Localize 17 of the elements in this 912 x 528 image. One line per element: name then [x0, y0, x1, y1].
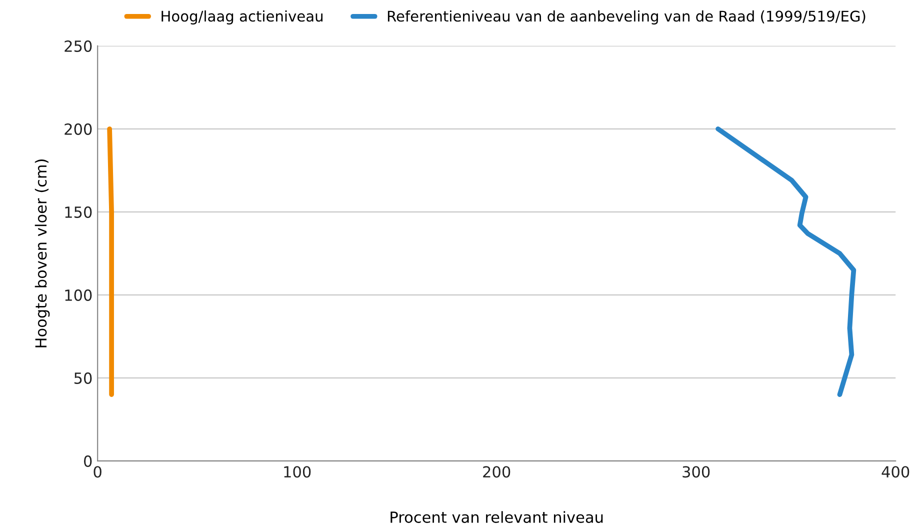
- x-tick-label: 200: [483, 466, 510, 478]
- line-series: [107, 126, 114, 397]
- x-tick-label: 300: [682, 466, 710, 478]
- x-tick-label: 0: [94, 466, 102, 478]
- x-tick-label: 400: [882, 466, 910, 478]
- y-tick-label: 200: [64, 123, 92, 135]
- y-tick-label: 100: [65, 289, 92, 301]
- y-tick-label: 150: [65, 206, 92, 218]
- y-tick-label: 50: [74, 372, 92, 384]
- y-tick-label: 250: [64, 40, 92, 52]
- legend-label: Referentieniveau van de aanbeveling van de Raad (1999/519/EG): [388, 10, 866, 25]
- x-tick-label: 100: [284, 466, 311, 478]
- line-series: [716, 126, 856, 397]
- legend-label: Hoog/laag actieniveau: [162, 10, 322, 25]
- y-tick-label: 0: [84, 455, 92, 467]
- x-axis-title: Procent van relevant niveau: [390, 511, 603, 523]
- y-axis-title: Hoogte boven vloer (cm): [34, 159, 50, 348]
